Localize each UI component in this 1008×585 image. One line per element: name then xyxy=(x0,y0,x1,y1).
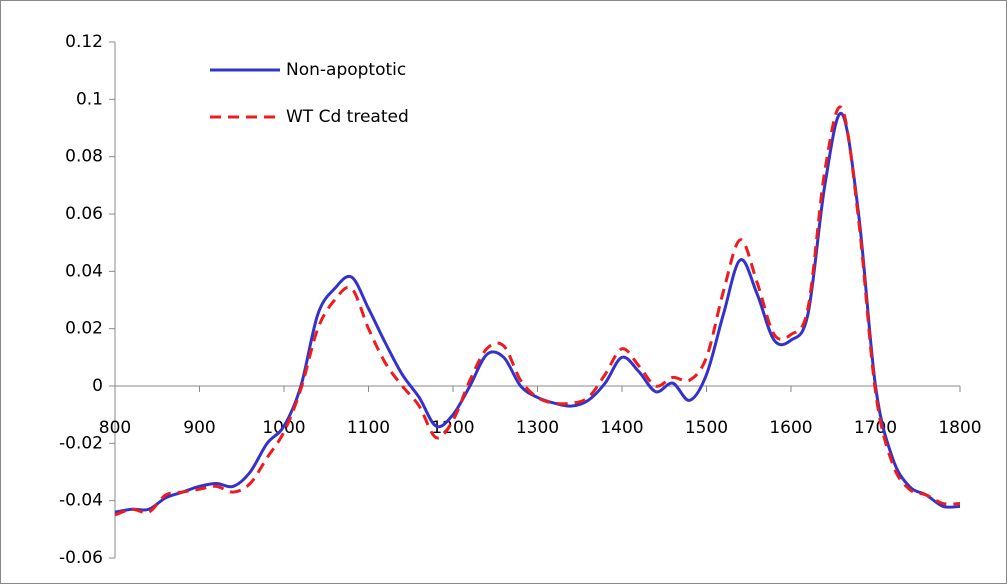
y-tick-label: 0.02 xyxy=(65,319,103,339)
y-tick-label: 0.12 xyxy=(65,32,103,52)
y-tick-label: 0.1 xyxy=(76,89,103,109)
y-tick-label: -0.04 xyxy=(59,491,103,511)
legend-label: WT Cd treated xyxy=(286,107,409,127)
legend-label: Non-apoptotic xyxy=(286,60,406,80)
line-series xyxy=(114,112,961,514)
x-tick-label: 1600 xyxy=(769,418,812,438)
y-tick-label: 0 xyxy=(92,376,103,396)
x-tick-label: 1700 xyxy=(854,418,897,438)
x-tick-label: 1200 xyxy=(431,418,474,438)
y-tick-label: -0.02 xyxy=(59,433,103,453)
x-tick-label: 800 xyxy=(99,418,131,438)
x-tick-label: 1100 xyxy=(347,418,390,438)
x-tick-label: 1800 xyxy=(938,418,981,438)
x-tick-label: 900 xyxy=(183,418,215,438)
y-tick-label: 0.04 xyxy=(65,261,103,281)
x-tick-label: 1500 xyxy=(685,418,728,438)
x-tick-label: 1400 xyxy=(600,418,643,438)
y-tick-label: 0.08 xyxy=(65,147,103,167)
y-tick-label: -0.06 xyxy=(59,548,103,568)
line-series xyxy=(114,105,961,517)
y-tick-label: 0.06 xyxy=(65,204,103,224)
x-tick-label: 1300 xyxy=(516,418,559,438)
